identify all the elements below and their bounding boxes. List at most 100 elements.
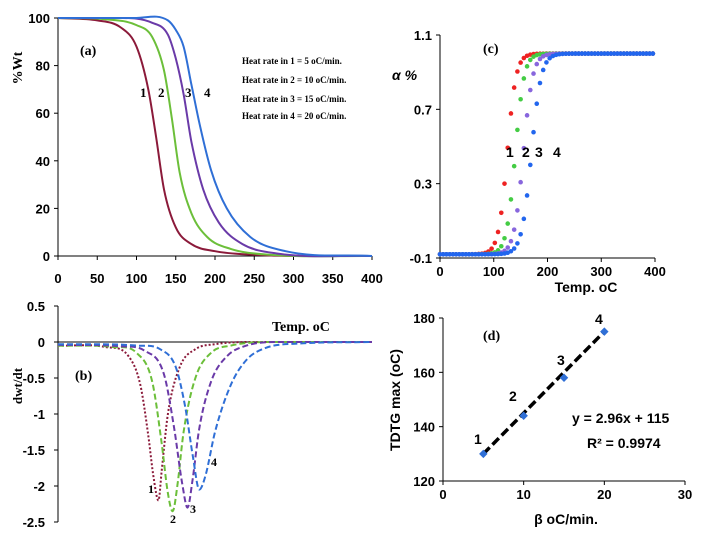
panel-c-point bbox=[569, 51, 575, 56]
panel-a-x-tick-label: 100 bbox=[126, 271, 148, 286]
panel-b-curve-label: 2 bbox=[170, 512, 176, 526]
panel-c-point bbox=[473, 251, 478, 257]
panel-a-x-tick-label: 0 bbox=[54, 271, 61, 286]
panel-c-point bbox=[489, 251, 494, 257]
panel-a-y-tick-label: 0 bbox=[43, 249, 50, 264]
panel-a-annotation: Heat rate in 4 = 20 oC/min. bbox=[242, 111, 346, 121]
panel-c-point bbox=[531, 71, 536, 76]
panel-a-y-label: %Wt bbox=[11, 51, 26, 84]
panel-c-point bbox=[528, 162, 533, 168]
panel-c-point bbox=[611, 51, 617, 56]
panel-c-point bbox=[640, 51, 646, 56]
panel-b-curve-label: 1 bbox=[148, 482, 154, 496]
panel-d-point bbox=[479, 449, 488, 459]
panel-c-point bbox=[627, 51, 633, 56]
panel-a-y-tick-label: 100 bbox=[28, 11, 50, 26]
panel-b-y-tick-label: 0 bbox=[38, 335, 45, 350]
panel-d-point-label: 2 bbox=[509, 388, 517, 404]
panel-c-point bbox=[479, 251, 485, 257]
panel-c-point bbox=[528, 87, 533, 93]
panel-c-point bbox=[511, 85, 517, 90]
panel-a-series-line bbox=[58, 17, 373, 258]
panel-c-point bbox=[521, 216, 527, 222]
panel-c-point bbox=[524, 113, 530, 118]
panel-b-series-line bbox=[57, 340, 372, 502]
panel-c-point bbox=[505, 221, 511, 226]
panel-a-annotation: Heat rate in 1 = 5 oC/min. bbox=[242, 56, 342, 66]
panel-d-y-tick-label: 180 bbox=[413, 311, 435, 326]
panel-c-point bbox=[615, 51, 620, 56]
panel-c-point bbox=[528, 57, 533, 63]
panel-c-point bbox=[524, 193, 530, 198]
panel-d-label: (d) bbox=[483, 329, 500, 344]
panel-a-label: (a) bbox=[80, 44, 97, 59]
panel-d-x-tick-label: 30 bbox=[678, 487, 692, 502]
panel-c-point bbox=[621, 51, 627, 56]
panel-b-y-tick-label: -0.5 bbox=[23, 371, 45, 386]
panel-a-curve-label: 1 bbox=[140, 85, 147, 100]
panel-c-point bbox=[534, 101, 540, 107]
panel-d-point-label: 3 bbox=[557, 352, 565, 368]
panel-a-x-tick-label: 50 bbox=[90, 271, 104, 286]
panel-c-point bbox=[547, 55, 552, 61]
panel-c-point bbox=[447, 251, 452, 257]
panel-c-point bbox=[521, 76, 527, 81]
panel-a-y-tick-label: 40 bbox=[36, 154, 50, 169]
panel-c-point bbox=[437, 251, 443, 257]
panel-c-point bbox=[460, 251, 465, 257]
panel-b-label: (b) bbox=[75, 369, 92, 384]
panel-c-point bbox=[589, 51, 594, 56]
panel-d-y-label: TDTG max (oC) bbox=[387, 349, 403, 451]
panel-a-curve-label: 4 bbox=[204, 85, 211, 100]
panel-c-point bbox=[563, 51, 569, 57]
panel-c-point bbox=[515, 208, 520, 213]
panel-c-point bbox=[586, 51, 591, 56]
panel-c-x-tick-label: 400 bbox=[644, 264, 666, 279]
panel-a-series-line bbox=[58, 15, 373, 257]
panel-c-point bbox=[579, 51, 585, 56]
panel-d-y-tick-label: 140 bbox=[413, 420, 435, 435]
panel-a-y-tick-label: 60 bbox=[36, 106, 50, 121]
panel-c-point bbox=[505, 145, 511, 151]
panel-c-point bbox=[508, 238, 514, 244]
panel-a-curve-label: 2 bbox=[158, 85, 165, 100]
panel-c-y-tick-label: 0.3 bbox=[414, 177, 432, 192]
panel-c-point bbox=[531, 129, 536, 135]
panel-c-point bbox=[592, 51, 598, 56]
panel-c-point bbox=[457, 251, 462, 257]
panel-c-point bbox=[618, 51, 623, 56]
panel-d-point-label: 4 bbox=[595, 311, 603, 327]
panel-c-point bbox=[521, 55, 527, 61]
panel-c-curve-label: 2 bbox=[522, 144, 530, 160]
panel-c-point bbox=[498, 210, 504, 216]
panel-b-y-tick-label: -2.5 bbox=[23, 515, 45, 530]
panel-b-y-tick-label: -1.5 bbox=[23, 443, 45, 458]
panel-c-y-tick-label: 1.1 bbox=[414, 28, 432, 43]
panel-c-point bbox=[540, 67, 546, 73]
panel-c-point bbox=[631, 51, 636, 56]
panel-c-curve-label: 3 bbox=[535, 144, 543, 160]
panel-c-point bbox=[566, 51, 572, 56]
panel-c-point bbox=[534, 61, 540, 67]
panel-a-x-tick-label: 350 bbox=[322, 271, 344, 286]
panel-c-point bbox=[521, 145, 527, 151]
panel-c-point bbox=[518, 179, 523, 185]
panel-c-point bbox=[508, 197, 514, 202]
panel-c-point bbox=[518, 96, 523, 102]
panel-c-point bbox=[444, 251, 449, 257]
panel-c-x-label: Temp. oC bbox=[555, 279, 618, 295]
panel-c-point bbox=[608, 51, 614, 56]
panel-b-curve-label: 3 bbox=[190, 502, 196, 516]
panel-c-point bbox=[511, 227, 517, 232]
panel-d-point bbox=[519, 411, 528, 421]
panel-c-point bbox=[508, 248, 514, 254]
panel-d-point-label: 1 bbox=[474, 431, 482, 447]
panel-c-x-tick-label: 0 bbox=[436, 264, 443, 279]
panel-a-x-tick-label: 250 bbox=[243, 271, 265, 286]
panel-d-y-tick-label: 160 bbox=[413, 365, 435, 380]
panel-c-point bbox=[598, 51, 604, 56]
panel-d-x-tick-label: 10 bbox=[516, 487, 530, 502]
panel-c-point bbox=[511, 163, 517, 169]
panel-b-series-line bbox=[57, 340, 372, 513]
